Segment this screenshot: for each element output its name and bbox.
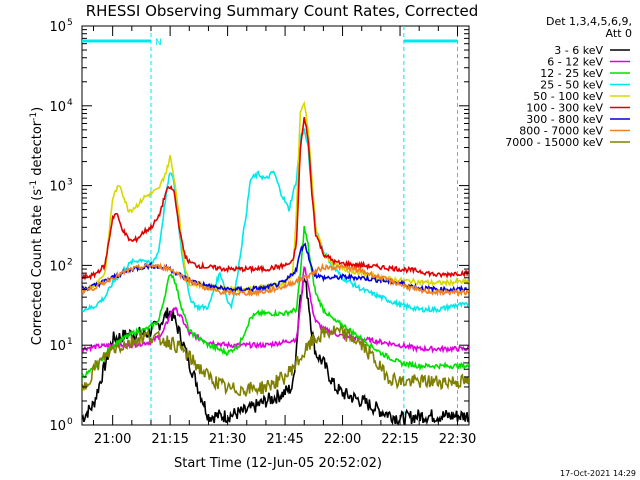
series-line-4: [82, 100, 469, 295]
date-stamp: 17-Oct-2021 14:29: [560, 469, 636, 478]
legend-label-5: 100 - 300 keV: [526, 102, 603, 115]
y-tick-exponent-0: 0: [67, 417, 73, 427]
legend-label-4: 50 - 100 keV: [533, 90, 603, 103]
x-axis: 21:00 21:15 21:30 21:45 22:00 22:15 22:30: [92, 26, 476, 447]
plot-frame: [81, 25, 470, 426]
series-line-7: [82, 262, 469, 298]
series-line-5: [82, 116, 469, 281]
x-tick-label-2: 21:30: [209, 432, 246, 447]
x-tick-label-4: 22:00: [324, 432, 361, 447]
legend-header-line-1: Det 1,3,4,5,6,9,: [546, 15, 632, 28]
y-tick-label-2: 10: [49, 259, 66, 274]
chart-title: RHESSI Observing Summary Count Rates, Co…: [86, 2, 479, 20]
legend-label-0: 3 - 6 keV: [554, 44, 603, 57]
plot-area: N: [82, 26, 469, 425]
legend-label-2: 12 - 25 keV: [540, 67, 603, 80]
y-tick-exponent-2: 2: [67, 257, 73, 267]
legend-label-3: 25 - 50 keV: [540, 79, 603, 92]
series-line-3: [82, 128, 469, 314]
y-tick-exponent-3: 3: [67, 178, 73, 188]
legend-header-line-2: Att 0: [606, 27, 632, 40]
x-tick-label-6: 22:30: [439, 432, 476, 447]
x-tick-label-0: 21:00: [94, 432, 131, 447]
series-line-1: [82, 265, 469, 354]
y-tick-label-0: 10: [49, 419, 66, 434]
legend-label-6: 300 - 800 keV: [526, 113, 603, 126]
y-tick-exponent-5: 5: [67, 18, 73, 28]
x-tick-label-5: 22:15: [381, 432, 418, 447]
y-axis-label: Corrected Count Rate (s-1 detector-1): [29, 107, 45, 345]
night-marker-label: N: [155, 38, 162, 48]
x-axis-label: Start Time (12-Jun-05 20:52:02): [174, 456, 382, 471]
x-tick-label-3: 21:45: [266, 432, 303, 447]
legend-label-1: 6 - 12 keV: [547, 56, 603, 69]
y-tick-label-3: 10: [49, 180, 66, 195]
series-line-8: [82, 325, 469, 397]
y-tick-exponent-4: 4: [67, 98, 73, 108]
x-tick-label-1: 21:15: [151, 432, 188, 447]
series-line-0: [82, 277, 469, 425]
legend-label-8: 7000 - 15000 keV: [505, 136, 603, 149]
series-line-2: [82, 225, 469, 379]
y-tick-label-1: 10: [49, 339, 66, 354]
y-tick-label-4: 10: [49, 100, 66, 115]
y-tick-label-5: 10: [49, 20, 66, 35]
y-tick-exponent-1: 1: [67, 337, 73, 347]
legend-label-7: 800 - 7000 keV: [519, 125, 603, 138]
